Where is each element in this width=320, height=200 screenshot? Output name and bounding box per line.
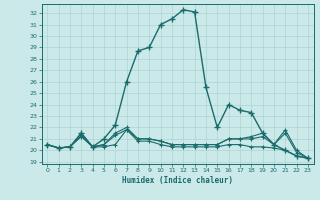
X-axis label: Humidex (Indice chaleur): Humidex (Indice chaleur)	[122, 176, 233, 185]
